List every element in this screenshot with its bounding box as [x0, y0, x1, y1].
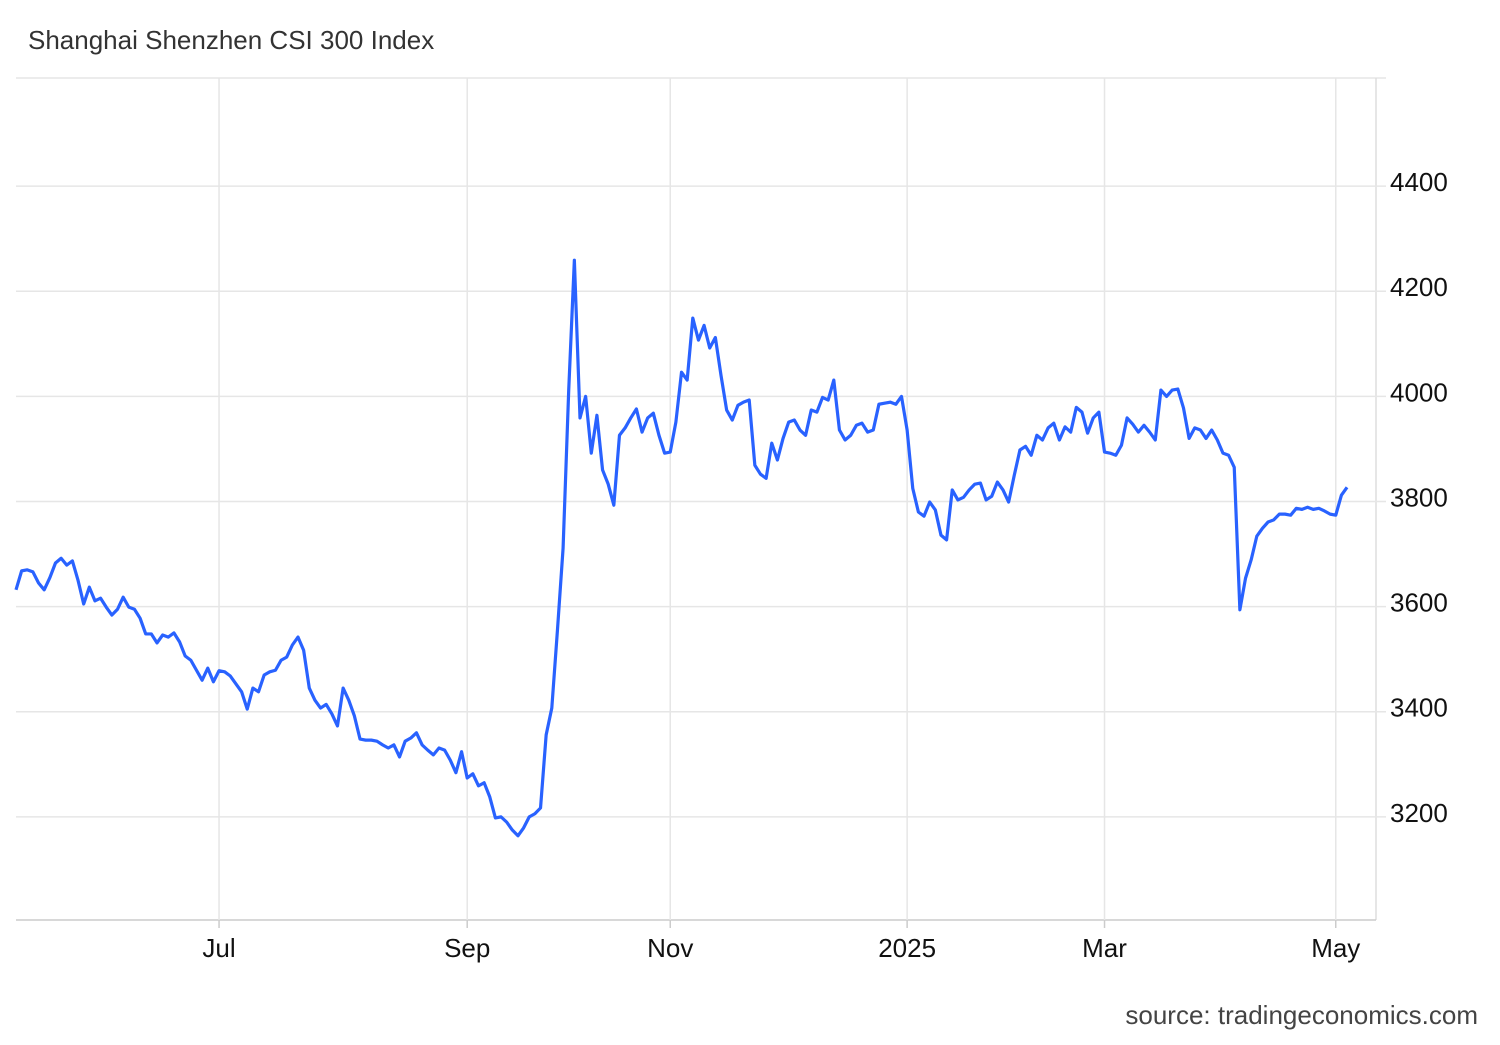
- x-tick-label: Mar: [1082, 933, 1127, 963]
- y-tick-label: 3600: [1390, 588, 1448, 618]
- y-tick-label: 3400: [1390, 693, 1448, 723]
- chart-title: Shanghai Shenzhen CSI 300 Index: [28, 25, 434, 55]
- price-line: [14, 258, 1349, 838]
- y-tick-label: 4400: [1390, 167, 1448, 197]
- y-tick-label: 4200: [1390, 272, 1448, 302]
- x-tick-label: 2025: [878, 933, 936, 963]
- y-tick-label: 4000: [1390, 377, 1448, 407]
- x-tick-label: Sep: [444, 933, 490, 963]
- x-tick-label: May: [1311, 933, 1360, 963]
- x-tick-label: Nov: [647, 933, 693, 963]
- y-tick-label: 3800: [1390, 482, 1448, 512]
- y-tick-label: 3200: [1390, 798, 1448, 828]
- x-tick-label: Jul: [202, 933, 235, 963]
- source-note: source: tradingeconomics.com: [1125, 1000, 1478, 1030]
